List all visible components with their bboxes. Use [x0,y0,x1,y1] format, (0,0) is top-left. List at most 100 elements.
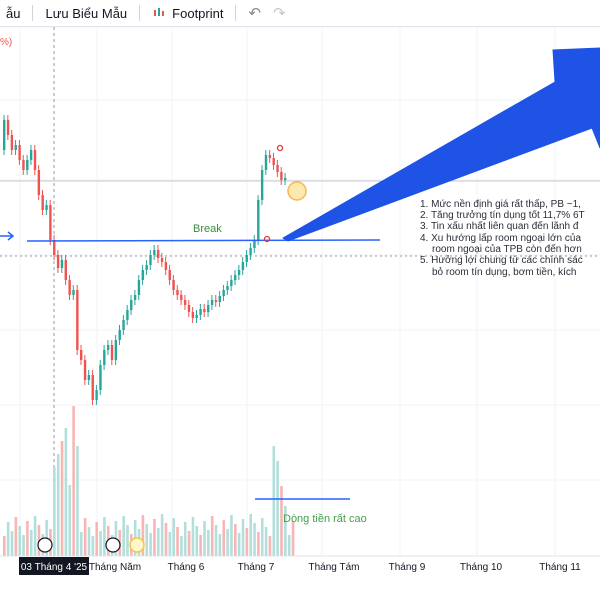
candle-body [26,160,29,170]
event-marker[interactable] [105,537,121,553]
x-tick-label: Tháng 6 [168,562,205,573]
volume-bar [230,515,233,556]
volume-bar [268,536,272,556]
candle-body [37,170,41,195]
candle-body [260,170,264,200]
candle-body [91,375,94,400]
note-line: 1. Mức nền định giá rất thấp, PB ~1, [420,198,581,210]
volume-bar [287,535,291,556]
volume-bar [87,527,91,556]
volume-bar [149,533,152,556]
candle-body [214,300,218,302]
candle-body [87,375,91,380]
event-marker[interactable] [37,537,53,553]
break-trendline[interactable] [26,239,381,242]
volume-bar [22,535,25,556]
candle-body [126,310,129,320]
volume-bar [160,514,164,556]
candle-body [230,280,233,286]
candle-body [137,280,141,295]
volume-bar [10,531,14,556]
candle-body [14,145,17,150]
candle-body [49,205,52,240]
volume-bar [60,441,64,556]
candle-body [268,155,272,158]
volume-bar [145,524,149,556]
footprint-button[interactable]: Footprint [146,0,229,26]
candle-body [53,240,56,255]
break-marker [263,235,271,243]
volume-bar [207,530,210,556]
volume-bar [153,519,156,556]
price-chart[interactable]: Break Dòng tiền rất cao 1. Mức nền định … [0,27,600,600]
candle-body [41,195,44,210]
candle-body [56,255,60,268]
dividend-marker[interactable] [129,537,145,553]
candle-body [257,200,260,240]
toolbar-divider [139,5,141,21]
volume-bar [199,535,202,556]
candle-body [222,290,225,296]
volume-bar [210,516,214,556]
volume-bar [83,518,87,556]
candle-body [237,270,241,275]
note-line: room ngoại của TPB còn đến hơn [432,243,582,255]
candle-body [6,120,10,135]
volume-bar [195,526,199,556]
candle-body [210,300,214,305]
template-partial-label[interactable]: ẫu [0,0,26,26]
money-flow-label: Dòng tiền rất cao [283,513,367,525]
footprint-label: Footprint [172,5,224,21]
volume-bar [237,533,241,556]
candle-body [106,345,110,350]
volume-bar [103,517,106,556]
volume-bar [272,446,276,556]
candle-body [114,340,118,360]
volume-bar [245,528,249,556]
note-line: 5. Hưởng lợi chung từ các chính sác [420,254,583,266]
volume-bar [249,514,252,556]
candle-body [149,255,152,265]
footprint-icon [154,8,165,16]
yellow-highlight-circle [287,181,307,201]
candle-body [110,345,114,360]
volume-bar [126,525,129,556]
candle-body [130,300,133,310]
volume-bar [276,461,279,556]
candle-body [160,258,164,262]
candle-body [203,309,206,312]
x-tick-label: Tháng 10 [460,562,503,573]
big-uptrend-arrow [282,47,600,242]
redo-button[interactable]: ↷ [267,0,292,26]
volume-bar [280,486,283,556]
candle-body [264,155,268,170]
candle-body [176,290,179,295]
undo-button[interactable]: ↶ [242,0,267,26]
x-axis-ticks: Tháng Năm Tháng 6 Tháng 7 Tháng Tám Tháng 9 T… [89,562,581,573]
x-tick-label: Tháng Tám [309,562,360,573]
toolbar-divider [32,5,34,21]
candle-body [253,240,256,248]
volume-bars [3,406,295,556]
candle-body [118,330,121,340]
x-tick-label: Tháng Năm [89,562,141,573]
volume-bar [187,531,191,556]
grid-lines [0,27,600,556]
volume-bar [284,506,287,556]
analysis-notes: 1. Mức nền định giá rất thấp, PB ~1,2. T… [420,198,585,278]
candle-body [18,145,21,160]
save-template-label: Lưu Biểu Mẫu [45,5,128,21]
candle-body [60,260,64,268]
volume-bar [53,467,56,556]
candle-body [22,160,25,170]
volume-bar [64,428,68,556]
save-template-button[interactable]: Lưu Biểu Mẫu [39,0,133,26]
candle-body [168,270,171,280]
candle-body [10,135,14,150]
candle-body [122,320,125,330]
volume-bar [157,528,160,556]
current-date-badge [19,557,89,575]
volume-bar [260,518,264,556]
volume-bar [141,515,145,556]
candle-body [133,295,137,300]
